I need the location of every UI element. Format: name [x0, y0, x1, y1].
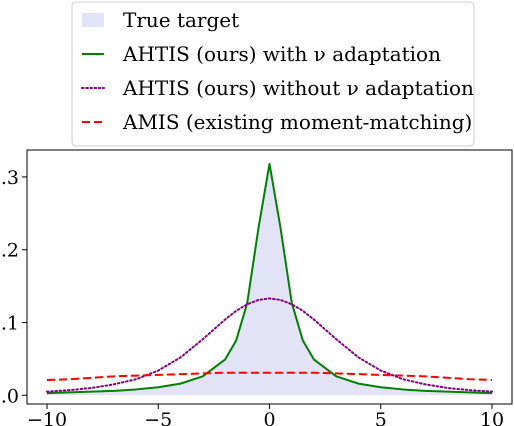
- x-tick-label: 5: [375, 409, 387, 426]
- legend-label: True target: [123, 8, 239, 32]
- y-tick-label: 0.3: [0, 167, 19, 189]
- x-tick-label: 10: [480, 409, 504, 426]
- x-tick-label: −5: [144, 409, 172, 426]
- series-line-3: [46, 371, 493, 381]
- y-tick-label: 0.1: [0, 312, 19, 334]
- series-area-true-target: [47, 163, 492, 396]
- series-line-2: [46, 297, 493, 393]
- series-layer: [46, 162, 493, 396]
- legend-swatch-true-target: [82, 13, 104, 27]
- y-tick-label: 0.0: [0, 385, 19, 407]
- x-tick-label: −10: [27, 409, 67, 426]
- plot-area: −10 −5 0 5 10 0.0 0.1 0.2 0.3: [0, 149, 513, 426]
- legend-label: AHTIS (ours) with ν adaptation: [122, 42, 441, 66]
- legend-label: AMIS (existing moment-matching): [122, 110, 472, 134]
- series-line-1: [46, 162, 493, 395]
- legend-box: [71, 1, 475, 147]
- x-tick-label: 0: [263, 409, 275, 426]
- y-tick-label: 0.2: [0, 240, 19, 262]
- legend-label: AHTIS (ours) without ν adaptation: [122, 76, 474, 100]
- legend: True target AHTIS (ours) with ν adaptatio…: [71, 1, 475, 147]
